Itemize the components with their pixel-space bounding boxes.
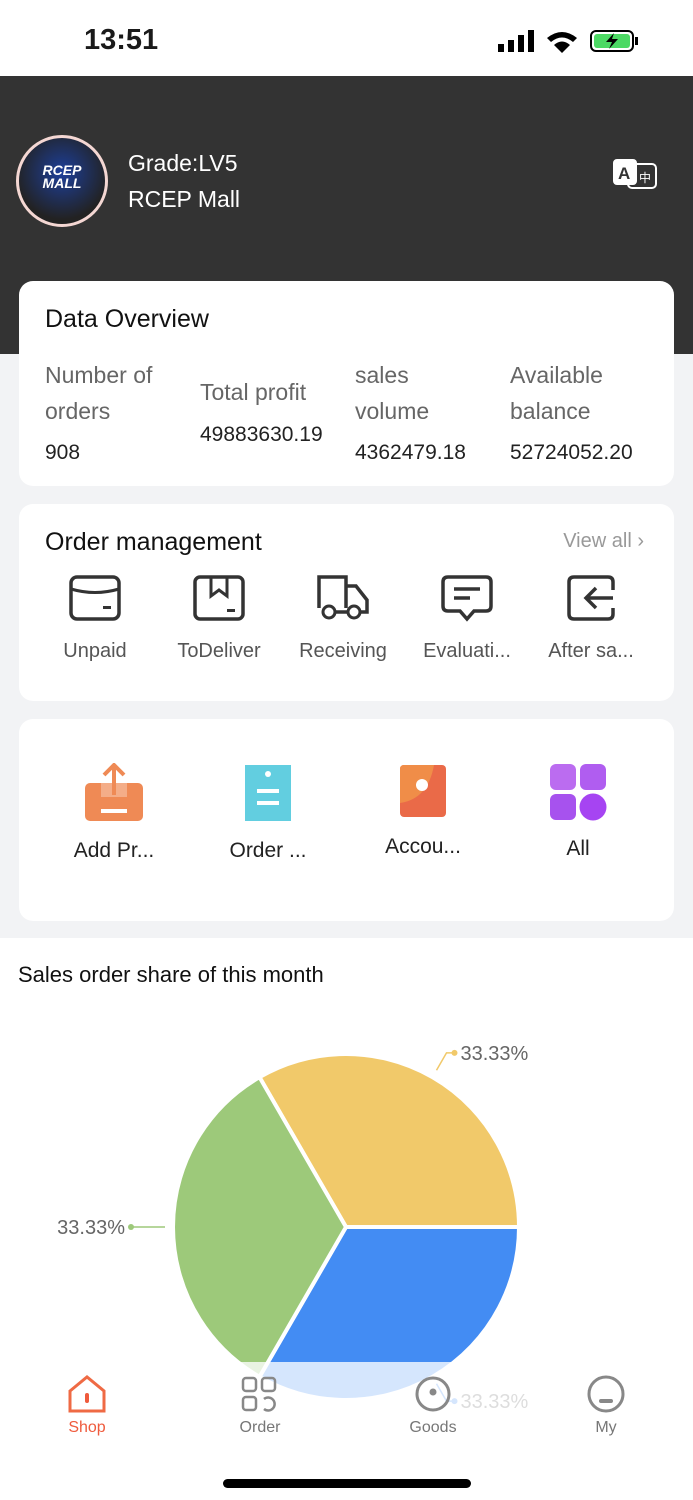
sales-pie-chart: 33.33%33.33%33.33%: [57, 1043, 529, 1413]
pie-slice-0[interactable]: [256, 1052, 522, 1229]
status-time: 13:51: [84, 24, 159, 56]
quick-account[interactable]: Accou...: [348, 763, 498, 859]
svg-text:A: A: [618, 164, 630, 183]
box-icon: [193, 575, 245, 621]
data-overview-title: Data Overview: [45, 305, 209, 333]
tab-order[interactable]: Order: [210, 1375, 310, 1437]
wallet-icon: [69, 575, 121, 621]
home-icon: [68, 1375, 106, 1413]
tab-goods[interactable]: Goods: [383, 1375, 483, 1437]
truck-icon: [317, 575, 369, 620]
balance-value: 52724052.20: [510, 441, 633, 464]
sales-label: sales volume: [355, 362, 430, 424]
orders-label: Number of orders: [45, 362, 153, 424]
order-todeliver[interactable]: ToDeliver: [157, 574, 281, 663]
sales-value: 4362479.18: [355, 441, 466, 464]
order-management-title: Order management: [45, 528, 262, 556]
clipboard-icon: [245, 765, 291, 821]
upload-icon: [85, 763, 143, 821]
order-evaluation[interactable]: Evaluati...: [405, 574, 529, 663]
avatar-logo-text: RCEP MALL: [42, 162, 82, 191]
tab-my[interactable]: My: [556, 1375, 656, 1437]
status-bar: 13:51: [0, 0, 693, 76]
pie-slice-2[interactable]: [171, 1074, 349, 1380]
pie-label-dot-0: [451, 1049, 458, 1056]
return-icon: [567, 575, 615, 621]
pie-label-0: 33.33%: [461, 1043, 529, 1065]
shop-grade: Grade:LV5: [128, 150, 238, 176]
pie-label-2: 33.33%: [57, 1217, 125, 1239]
order-management-card: Order management View all › Unpaid ToDel…: [19, 504, 674, 701]
pie-label-line-0: [435, 1052, 455, 1071]
quick-all[interactable]: All: [503, 763, 653, 861]
data-overview-card: Data Overview Number of orders 908 Total …: [19, 281, 674, 486]
home-indicator: [223, 1479, 471, 1488]
profit-label: Total profit: [200, 379, 307, 405]
view-all-link[interactable]: View all ›: [563, 530, 644, 552]
quick-actions-card: Add Pr... Order ... Accou... All: [19, 719, 674, 921]
svg-text:中: 中: [639, 170, 651, 185]
comment-icon: [441, 575, 493, 622]
grid-icon: [550, 764, 607, 821]
chevron-right-icon: ›: [637, 530, 644, 552]
quick-add-product[interactable]: Add Pr...: [39, 763, 189, 863]
shop-name: RCEP Mall: [128, 186, 241, 212]
apps-icon: [241, 1376, 277, 1412]
compass-icon: [415, 1376, 451, 1412]
quick-order[interactable]: Order ...: [193, 763, 343, 863]
balance-label: Available balance: [510, 362, 603, 424]
tab-bar: [0, 1362, 693, 1500]
profit-value: 49883630.19: [200, 423, 323, 446]
orders-value: 908: [45, 441, 81, 464]
account-icon: [400, 765, 446, 817]
pie-label-dot-2: [128, 1224, 134, 1230]
shop-avatar[interactable]: RCEP MALL: [16, 135, 108, 227]
order-receiving[interactable]: Receiving: [281, 574, 405, 663]
status-icons: [498, 30, 638, 53]
order-unpaid[interactable]: Unpaid: [33, 574, 157, 663]
user-icon: [587, 1375, 625, 1413]
tab-shop[interactable]: Shop: [37, 1375, 137, 1437]
order-after-sales[interactable]: After sa...: [529, 574, 653, 663]
chart-title: Sales order share of this month: [18, 962, 324, 987]
